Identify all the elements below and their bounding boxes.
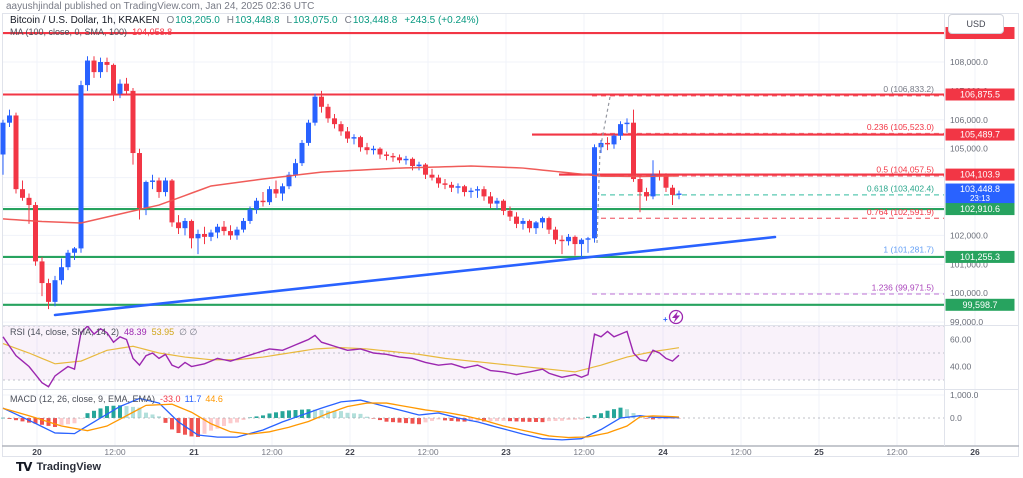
close-value: 103,448.8: [352, 15, 398, 26]
svg-text:102,910.6: 102,910.6: [960, 204, 1000, 214]
close-label: C: [344, 15, 352, 26]
svg-text:24: 24: [658, 447, 668, 457]
svg-text:106,875.5: 106,875.5: [960, 89, 1000, 99]
open-label: O: [166, 15, 175, 26]
ma-label[interactable]: MA (100, close, 0, SMA, 100): [10, 27, 128, 37]
attribution-text: aayushjindal published on TradingView.co…: [6, 1, 315, 12]
svg-text:0.0: 0.0: [950, 413, 962, 423]
low-label: L: [286, 15, 293, 26]
svg-text:1,000.0: 1,000.0: [950, 390, 979, 400]
svg-text:1.236 (99,971.5): 1.236 (99,971.5): [872, 283, 935, 293]
svg-text:101,000.0: 101,000.0: [950, 259, 988, 269]
macd-label[interactable]: MACD (12, 26, close, 9, EMA, EMA): [10, 394, 156, 404]
tradingview-logo[interactable]: TV TradingView: [16, 460, 101, 474]
svg-text:25: 25: [814, 447, 824, 457]
svg-text:12:00: 12:00: [730, 447, 752, 457]
macd-line-value: 11.7: [184, 394, 202, 404]
svg-text:0 (106,833.2): 0 (106,833.2): [883, 84, 934, 94]
time-axis[interactable]: [2, 446, 1019, 458]
svg-text:103,448.8: 103,448.8: [960, 184, 1000, 194]
svg-text:102,000.0: 102,000.0: [950, 230, 988, 240]
svg-text:0.236 (105,523.0): 0.236 (105,523.0): [867, 122, 934, 132]
macd-hist-value: -33.0: [160, 394, 181, 404]
svg-text:22: 22: [345, 447, 355, 457]
svg-text:105,000.0: 105,000.0: [950, 144, 988, 154]
svg-text:+: +: [663, 315, 668, 324]
rsi-extra-values: ∅ ∅: [179, 327, 198, 337]
rsi-sma-value: 53.95: [151, 327, 175, 337]
svg-text:0.764 (102,591.9): 0.764 (102,591.9): [867, 207, 934, 217]
symbol-info-bar: Bitcoin / U.S. Dollar, 1h, KRAKEN O 103,…: [10, 15, 479, 26]
svg-text:23: 23: [501, 447, 511, 457]
svg-text:40.00: 40.00: [950, 362, 972, 372]
svg-text:105,489.7: 105,489.7: [960, 130, 1000, 140]
tradingview-logo-text: TradingView: [36, 461, 102, 473]
change-value: +243.5 (+0.24%): [404, 15, 479, 26]
tradingview-logo-icon: TV: [16, 460, 33, 474]
high-label: H: [226, 15, 235, 26]
svg-text:108,000.0: 108,000.0: [950, 57, 988, 67]
svg-text:0.618 (103,402.4): 0.618 (103,402.4): [867, 183, 934, 193]
svg-text:0.5 (104,057.5): 0.5 (104,057.5): [876, 164, 934, 174]
rsi-indicator-legend: RSI (14, close, SMA, 14, 2) 48.39 53.95 …: [10, 327, 197, 338]
svg-text:101,255.3: 101,255.3: [960, 252, 1000, 262]
svg-text:23:13: 23:13: [970, 194, 991, 203]
symbol-name[interactable]: Bitcoin / U.S. Dollar, 1h, KRAKEN: [10, 15, 160, 26]
currency-usd-button[interactable]: USD: [948, 14, 1004, 34]
ma-indicator-legend: MA (100, close, 0, SMA, 100) 104,058.8: [10, 27, 172, 37]
macd-signal-value: 44.6: [205, 394, 223, 404]
low-value: 103,075.0: [293, 15, 338, 26]
svg-text:12:00: 12:00: [886, 447, 908, 457]
svg-text:12:00: 12:00: [104, 447, 126, 457]
svg-text:99,000.0: 99,000.0: [950, 317, 983, 327]
svg-text:60.00: 60.00: [950, 335, 972, 345]
rsi-value: 48.39: [124, 327, 147, 337]
svg-text:104,103.9: 104,103.9: [960, 170, 1000, 180]
high-value: 103,448.8: [235, 15, 280, 26]
svg-text:1 (101,281.7): 1 (101,281.7): [883, 245, 934, 255]
svg-text:12:00: 12:00: [417, 447, 439, 457]
svg-text:106,000.0: 106,000.0: [950, 115, 988, 125]
macd-indicator-legend: MACD (12, 26, close, 9, EMA, EMA) -33.0 …: [10, 394, 223, 404]
chart-widget-border: [2, 13, 1019, 457]
svg-text:21: 21: [189, 447, 199, 457]
price-scale[interactable]: [944, 14, 1023, 446]
svg-text:12:00: 12:00: [261, 447, 283, 457]
svg-text:26: 26: [970, 447, 980, 457]
svg-text:20: 20: [32, 447, 42, 457]
svg-text:99,598.7: 99,598.7: [962, 300, 997, 310]
rsi-label[interactable]: RSI (14, close, SMA, 14, 2): [10, 327, 120, 337]
ma-value: 104,058.8: [132, 27, 173, 37]
open-value: 103,205.0: [175, 15, 220, 26]
svg-text:100,000.0: 100,000.0: [950, 288, 988, 298]
svg-text:12:00: 12:00: [573, 447, 595, 457]
